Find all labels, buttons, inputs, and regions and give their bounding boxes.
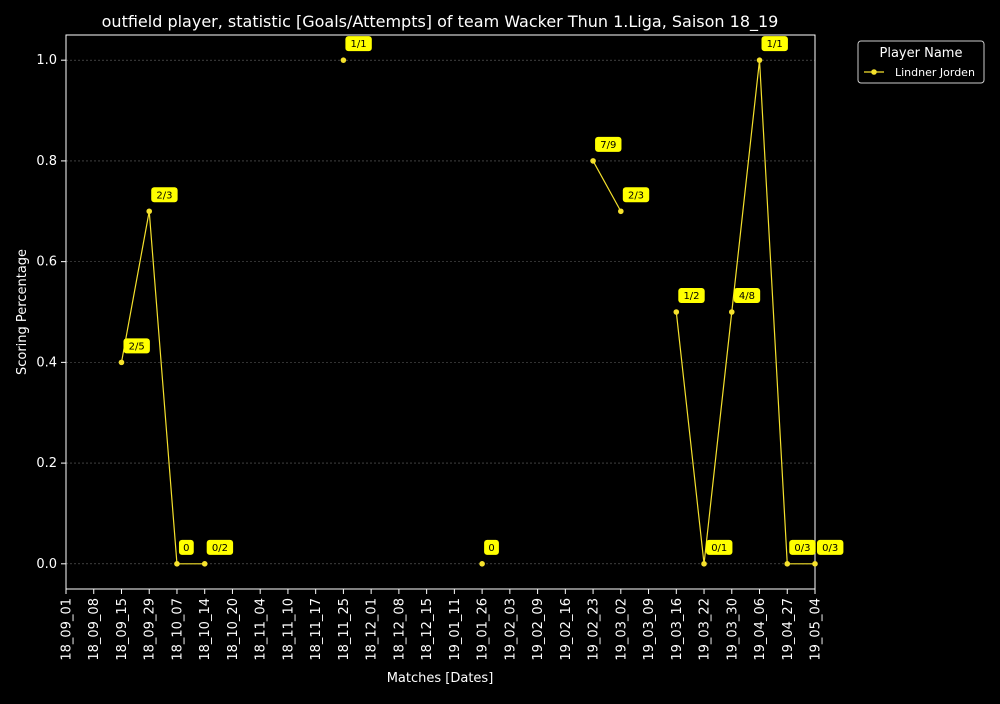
data-label-box [706, 539, 733, 555]
x-tick-label: 19_05_04 [809, 598, 824, 661]
x-tick-label: 18_11_04 [254, 598, 269, 661]
data-label: 1/1 [351, 39, 367, 50]
data-label-box [761, 36, 788, 52]
y-tick-label: 0.4 [36, 355, 57, 370]
data-label-box [178, 539, 194, 555]
x-tick-label: 19_02_03 [503, 598, 518, 661]
data-label-box [484, 539, 499, 555]
data-point [590, 158, 596, 164]
data-point [673, 309, 680, 315]
data-point [701, 561, 707, 567]
data-label-box [678, 288, 705, 303]
x-tick-label: 18_10_20 [226, 598, 241, 661]
x-tick-label: 18_10_07 [170, 598, 185, 661]
data-label: 0 [183, 543, 189, 554]
data-label-box [733, 288, 761, 303]
x-tick-label: 19_03_09 [642, 598, 657, 661]
data-point [618, 208, 624, 215]
data-label-box [345, 36, 372, 52]
plot-frame [65, 34, 816, 590]
grid-lines [66, 59, 815, 565]
x-tick-label: 19_03_22 [698, 598, 713, 661]
y-tick-label: 0.2 [36, 456, 57, 471]
x-tick-label: 18_10_14 [198, 598, 213, 661]
data-point [201, 561, 208, 567]
y-tick-label: 1.0 [36, 53, 57, 68]
x-tick-label: 18_09_01 [60, 598, 75, 661]
series-line-segment [120, 211, 205, 565]
data-point [479, 561, 485, 567]
x-tick-label: 18_12_08 [392, 598, 407, 661]
y-tick-label: 0.0 [36, 557, 57, 572]
x-tick-label: 19_01_11 [448, 598, 463, 661]
data-labels: 2/5 2/3 0 0/2 1/1 0 7/9 2/3 1/2 0/1 4/8 1/1 0/3 0/3 [123, 36, 844, 555]
data-point [756, 57, 763, 63]
data-label-box [817, 539, 844, 555]
x-tick-label: 19_03_02 [614, 598, 629, 661]
x-tick-label: 19_04_06 [753, 598, 768, 661]
y-tick-label: 0.8 [36, 154, 57, 169]
x-tick-label: 18_09_29 [143, 598, 158, 661]
x-tick-label: 18_11_10 [281, 598, 296, 661]
data-label-box [622, 187, 650, 203]
data-label: 2/5 [129, 341, 145, 352]
y-axis-label: Scoring Percentage [15, 249, 30, 375]
data-label: 4/8 [739, 291, 755, 302]
data-point [728, 309, 735, 315]
series-line-segment [675, 60, 815, 565]
x-tick-label: 19_03_16 [670, 598, 685, 661]
x-tick-label: 19_04_27 [781, 598, 796, 661]
data-point [146, 208, 153, 215]
x-tick-label: 19_03_30 [725, 598, 740, 661]
x-tick-label: 19_02_16 [559, 598, 574, 661]
x-tick-label: 18_11_17 [309, 598, 324, 661]
data-series [118, 57, 818, 567]
data-label: 0/3 [822, 543, 838, 554]
data-label-box [123, 338, 150, 354]
data-label: 0 [488, 543, 494, 554]
data-label-box [206, 539, 234, 555]
x-tick-label: 19_01_26 [476, 598, 491, 661]
data-point [174, 561, 180, 567]
data-point [340, 57, 347, 63]
data-label: 2/3 [156, 190, 172, 201]
x-tick-label: 18_11_25 [337, 598, 352, 661]
data-label-box [595, 136, 622, 152]
legend-box [857, 40, 985, 84]
x-tick-label: 18_12_01 [365, 598, 380, 661]
data-label: 0/1 [711, 543, 727, 554]
x-tick-label: 18_12_15 [420, 598, 435, 661]
legend-entry: Lindner Jorden [895, 66, 975, 79]
legend: Player Name Lindner Jorden [857, 40, 985, 84]
data-label: 7/9 [600, 140, 616, 151]
data-label-box [789, 539, 816, 555]
x-tick-label: 19_02_23 [587, 598, 602, 661]
x-tick-label: 19_02_09 [531, 598, 546, 661]
x-tick-label: 18_09_08 [87, 598, 102, 661]
data-label: 1/1 [767, 39, 783, 50]
data-point [784, 561, 791, 567]
x-tick-label: 18_09_15 [115, 598, 130, 661]
data-point [118, 359, 125, 366]
data-label: 2/3 [628, 190, 644, 201]
series-line-segment [592, 160, 622, 212]
legend-title: Player Name [880, 46, 963, 61]
y-tick-label: 0.6 [36, 255, 57, 270]
x-axis-label: Matches [Dates] [387, 671, 494, 686]
data-point [812, 561, 818, 567]
legend-marker [871, 69, 877, 75]
data-label-box [151, 187, 178, 203]
axes: 0.0 0.2 0.4 0.6 0.8 1.0 18_09_01 18_09_08 18_09_… [36, 34, 824, 661]
data-label: 1/2 [683, 291, 699, 302]
data-label: 0/2 [212, 543, 228, 554]
chart-title: outfield player, statistic [Goals/Attemp… [102, 12, 779, 32]
data-label: 0/3 [794, 543, 810, 554]
